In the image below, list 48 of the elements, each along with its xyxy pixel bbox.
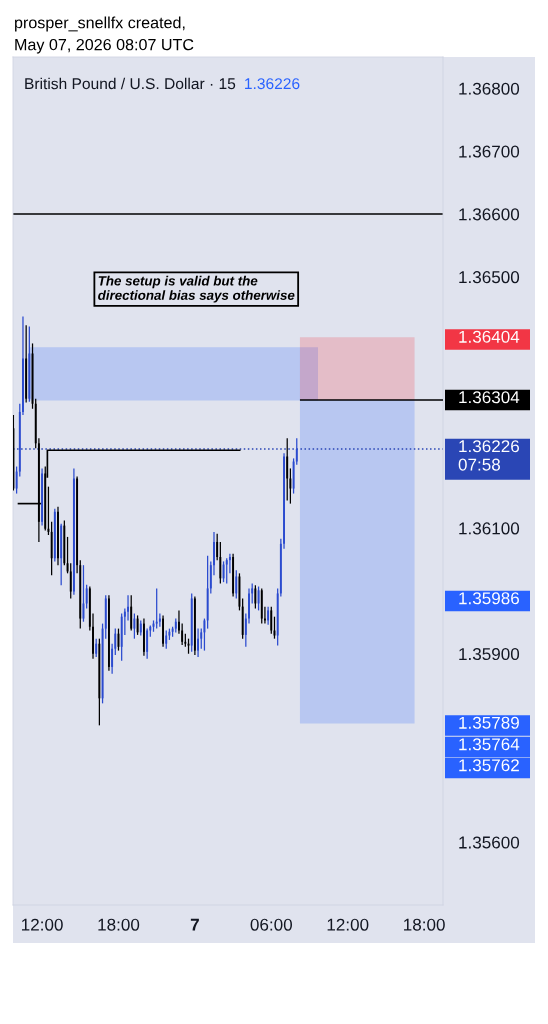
candlestick xyxy=(162,614,165,648)
candlestick xyxy=(143,617,145,657)
x-tick-label: 7 xyxy=(190,918,199,931)
y-tick-label: 1.35900 xyxy=(459,648,520,661)
candlestick xyxy=(155,587,158,630)
candlestick xyxy=(146,627,149,660)
candlestick xyxy=(197,627,200,658)
x-tick-label: 06:00 xyxy=(250,918,293,931)
candlestick xyxy=(203,617,206,652)
data-label: 1.36304 xyxy=(459,391,520,404)
candlestick xyxy=(136,614,139,636)
text: British Pound / U.S. Dollar · 15 xyxy=(25,77,236,90)
text: prosper_snellfx created, xyxy=(15,16,185,32)
candlestick xyxy=(225,557,228,585)
y-tick-label: 1.36700 xyxy=(459,145,520,158)
candlestick xyxy=(228,553,231,574)
annotation: The setup is valid but the directional bias says otherwise xyxy=(98,275,295,303)
candlestick xyxy=(257,585,260,612)
candlestick xyxy=(267,606,270,626)
candlestick xyxy=(254,584,257,610)
y-tick-label: 1.35600 xyxy=(459,836,520,849)
x-tick-label: 18:00 xyxy=(404,918,445,931)
x-tick-label: 12:00 xyxy=(327,918,369,931)
x-tick-label: 18:00 xyxy=(98,918,140,931)
candlestick xyxy=(158,612,161,628)
y-tick-label: 1.36100 xyxy=(459,522,520,535)
candlestick xyxy=(130,594,133,632)
y-tick-label: 1.36500 xyxy=(459,271,520,284)
y-tick-label: 1.36800 xyxy=(459,82,520,95)
candlestick xyxy=(133,612,136,640)
candlestick xyxy=(95,638,98,658)
y-tick-label: 1.36600 xyxy=(459,208,520,221)
ref-line-label: 1.36226 07:58 xyxy=(458,440,519,471)
text: 1.35986 xyxy=(459,592,519,605)
candlestick xyxy=(235,569,238,600)
candlestick xyxy=(270,606,273,635)
text: 1.35764 xyxy=(459,738,520,751)
candlestick xyxy=(85,584,88,610)
text: 1.35762 xyxy=(459,759,519,772)
text: 1.36404 xyxy=(459,330,520,343)
candlestick xyxy=(69,562,72,600)
x-tick-label: 12:00 xyxy=(22,918,63,931)
candlestick xyxy=(286,437,289,502)
text: May 07, 2026 08:07 UTC xyxy=(15,38,194,54)
candlestick xyxy=(57,506,59,566)
candlestick xyxy=(165,629,168,650)
text: 1.36226 xyxy=(245,78,300,90)
text: 1.35789 xyxy=(459,716,519,729)
